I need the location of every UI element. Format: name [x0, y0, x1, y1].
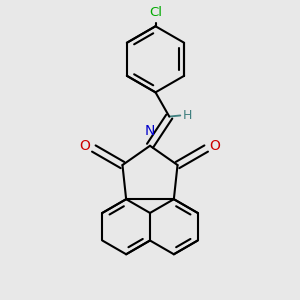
Text: H: H [183, 109, 192, 122]
Text: O: O [80, 139, 91, 153]
Text: O: O [209, 139, 220, 153]
Text: N: N [145, 124, 155, 138]
Text: Cl: Cl [149, 5, 162, 19]
